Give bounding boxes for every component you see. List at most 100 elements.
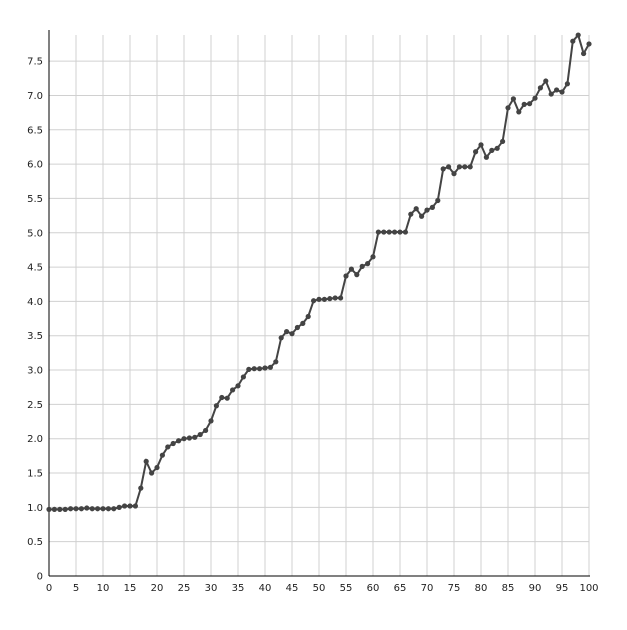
x-tick-label: 10 xyxy=(97,583,110,594)
data-point xyxy=(300,320,306,326)
data-point xyxy=(365,261,371,267)
data-point xyxy=(203,427,209,434)
data-point xyxy=(392,229,398,235)
data-point xyxy=(397,229,403,235)
data-point xyxy=(95,506,101,512)
data-point xyxy=(581,50,587,57)
data-point xyxy=(289,331,295,337)
data-point xyxy=(186,435,192,441)
data-point xyxy=(73,506,79,512)
x-tick-label: 15 xyxy=(124,583,137,594)
data-point xyxy=(532,95,538,101)
data-point xyxy=(149,470,155,476)
data-point xyxy=(181,436,187,442)
y-tick-label: 7.0 xyxy=(27,91,43,102)
data-point xyxy=(224,395,230,401)
data-point xyxy=(548,91,554,97)
y-tick-label: 6.0 xyxy=(27,160,43,171)
data-point xyxy=(311,298,317,304)
x-tick-label: 60 xyxy=(367,583,380,594)
grid-lines xyxy=(49,35,590,576)
x-tick-label: 5 xyxy=(73,583,79,594)
data-point xyxy=(122,503,128,509)
data-point xyxy=(305,313,311,320)
data-point xyxy=(219,394,225,401)
data-point xyxy=(402,229,408,235)
axes xyxy=(48,30,590,577)
data-point xyxy=(208,418,214,424)
data-point xyxy=(338,295,344,301)
x-tick-label: 35 xyxy=(232,583,245,594)
data-point xyxy=(429,204,435,210)
data-point xyxy=(62,506,68,513)
x-tick-label: 40 xyxy=(259,583,272,594)
y-tick-label: 0 xyxy=(37,572,43,583)
x-tick-label: 20 xyxy=(151,583,164,594)
data-point xyxy=(138,485,144,491)
x-tick-label: 90 xyxy=(529,583,542,594)
data-point xyxy=(424,207,430,213)
x-tick-label: 0 xyxy=(46,583,52,594)
data-point xyxy=(348,266,354,272)
y-tick-label: 1.0 xyxy=(27,503,43,514)
data-point xyxy=(100,506,106,512)
data-point xyxy=(467,164,473,170)
y-tick-label: 5.0 xyxy=(27,228,43,239)
y-tick-label: 4.0 xyxy=(27,297,43,308)
data-point xyxy=(84,505,90,511)
data-point xyxy=(165,444,171,450)
data-point xyxy=(359,263,365,269)
series xyxy=(46,32,592,513)
y-tick-label: 4.5 xyxy=(27,263,43,274)
data-point xyxy=(116,504,122,510)
data-point xyxy=(176,438,182,444)
x-tick-label: 55 xyxy=(340,583,353,594)
x-tick-label: 50 xyxy=(313,583,326,594)
data-point xyxy=(521,101,527,107)
data-point xyxy=(230,387,236,393)
data-point xyxy=(197,431,203,438)
data-point xyxy=(316,296,322,302)
data-point xyxy=(294,324,300,331)
data-point xyxy=(478,142,484,148)
x-tick-label: 45 xyxy=(286,583,299,594)
data-point xyxy=(46,506,52,513)
data-point xyxy=(456,164,462,170)
data-point xyxy=(246,366,252,372)
data-point xyxy=(273,359,279,365)
y-tick-label: 2.5 xyxy=(27,400,43,411)
data-point xyxy=(321,296,327,302)
y-tick-label: 1.5 xyxy=(27,469,43,480)
data-point xyxy=(127,503,133,509)
data-point xyxy=(586,41,592,47)
data-point xyxy=(516,109,522,115)
data-point xyxy=(192,434,198,440)
data-point xyxy=(89,506,95,512)
y-tick-labels: 0 0.5 1.0 1.5 2.0 2.5 3.0 3.5 4.0 4.5 5.0 5.5 6.0 6.5… xyxy=(27,57,43,583)
data-point xyxy=(267,364,273,370)
data-point xyxy=(564,81,571,87)
y-tick-label: 6.5 xyxy=(27,125,43,136)
data-point xyxy=(105,506,111,512)
x-tick-label: 65 xyxy=(394,583,407,594)
y-tick-label: 7.5 xyxy=(27,57,43,68)
y-tick-label: 3.0 xyxy=(27,366,43,377)
data-point xyxy=(51,506,58,513)
data-point xyxy=(278,335,284,341)
data-point xyxy=(570,38,576,44)
data-point xyxy=(68,506,74,512)
data-point xyxy=(386,229,392,235)
x-tick-label: 95 xyxy=(556,583,569,594)
y-tick-label: 0.5 xyxy=(27,537,43,548)
data-point xyxy=(235,383,241,389)
y-tick-label: 2.0 xyxy=(27,434,43,445)
data-point xyxy=(575,32,581,38)
data-point xyxy=(483,154,489,160)
data-point xyxy=(111,506,117,512)
data-point xyxy=(435,197,441,204)
data-point xyxy=(257,366,263,372)
data-point xyxy=(462,164,468,170)
data-point xyxy=(413,206,419,212)
data-point xyxy=(370,254,376,260)
